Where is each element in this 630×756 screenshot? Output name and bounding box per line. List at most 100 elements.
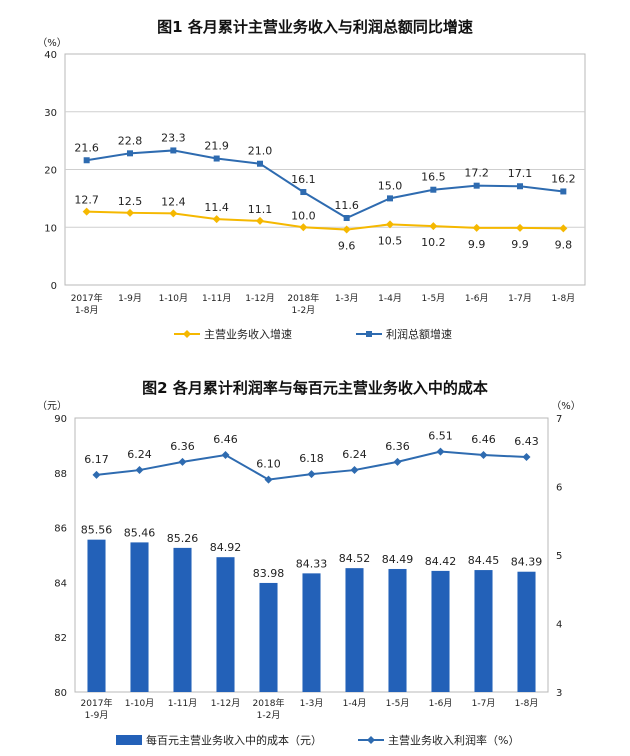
chart-1-x-tick: 1-4月 bbox=[378, 293, 402, 304]
chart-2-line-label: 6.18 bbox=[299, 452, 324, 465]
chart-2-line-point bbox=[135, 466, 144, 475]
chart-2-bar-label: 84.52 bbox=[339, 552, 371, 565]
chart-1-point bbox=[429, 222, 438, 231]
chart-1-x-tick-line: 1-8月 bbox=[551, 293, 575, 304]
chart-1-x-tick-line: 1-2月 bbox=[291, 305, 315, 316]
chart-2-right-tick: 7 bbox=[556, 414, 562, 425]
chart-1-y-tick: 40 bbox=[44, 50, 57, 61]
chart-1-x-tick: 1-11月 bbox=[202, 293, 231, 304]
chart-1-y-tick: 0 bbox=[51, 281, 57, 292]
chart-2-x-tick-line: 1-7月 bbox=[472, 698, 496, 709]
chart-1-series-line-0 bbox=[86, 210, 564, 231]
chart-1-point bbox=[212, 215, 221, 224]
chart-2-x-tick: 1-7月 bbox=[472, 698, 496, 709]
chart-1-legend-label-profit: 利润总额增速 bbox=[386, 327, 452, 341]
chart-2-x-tick: 1-4月 bbox=[343, 698, 367, 709]
chart-2-bar-label: 85.56 bbox=[81, 524, 113, 537]
chart-2-bar bbox=[302, 573, 321, 692]
chart-1-point bbox=[257, 160, 263, 167]
chart-2-line-point bbox=[307, 470, 316, 479]
chart-2-x-tick-line: 1-11月 bbox=[168, 698, 197, 709]
chart-2-title: 图2 各月累计利润率与每百元主营业务收入中的成本 bbox=[142, 379, 488, 397]
chart-1-point bbox=[213, 155, 220, 162]
chart-1-point bbox=[169, 209, 178, 218]
chart-1-x-tick-line: 1-8月 bbox=[75, 305, 99, 316]
chart-2-legend-marker-rate bbox=[367, 736, 375, 744]
chart-2-bar-label: 83.98 bbox=[253, 567, 285, 580]
chart-1-y-tick: 10 bbox=[44, 223, 57, 234]
chart-2-bar bbox=[173, 547, 192, 692]
chart-1-x-tick-line: 1-5月 bbox=[421, 293, 445, 304]
chart-1-data-label: 21.9 bbox=[204, 140, 229, 153]
chart-2-line-label: 6.36 bbox=[385, 440, 410, 453]
chart-2-x-tick-line: 1-3月 bbox=[300, 698, 324, 709]
chart-1-data-label: 16.5 bbox=[421, 171, 446, 184]
chart-2-left-tick: 86 bbox=[54, 524, 67, 535]
chart-1-data-label: 16.1 bbox=[291, 173, 316, 186]
chart-1-point bbox=[473, 182, 480, 189]
chart-2-line-point bbox=[522, 453, 531, 462]
chart-1-data-label: 22.8 bbox=[118, 134, 143, 147]
chart-2-left-unit: （元） bbox=[37, 400, 67, 412]
chart-1-x-tick-line: 1-10月 bbox=[159, 293, 188, 304]
chart-1-x-tick: 1-5月 bbox=[421, 293, 445, 304]
chart-2-bar bbox=[87, 539, 106, 692]
chart-1-data-label: 10.2 bbox=[421, 236, 446, 249]
chart-2-x-tick-line: 1-12月 bbox=[211, 698, 240, 709]
chart-2-right-tick: 6 bbox=[556, 483, 562, 494]
chart-1-data-label: 9.8 bbox=[555, 238, 573, 251]
chart-1-data-label: 11.4 bbox=[204, 201, 229, 214]
chart-2-x-tick-line: 1-10月 bbox=[125, 698, 154, 709]
chart-2-line-label: 6.46 bbox=[213, 433, 238, 446]
chart-2-line-label: 6.46 bbox=[471, 433, 496, 446]
chart-1-point bbox=[256, 216, 264, 225]
chart-1-point bbox=[387, 195, 393, 202]
chart-1-x-tick-line: 1-9月 bbox=[118, 293, 142, 304]
chart-1-point bbox=[516, 223, 524, 232]
chart-1-title: 图1 各月累计主营业务收入与利润总额同比增速 bbox=[157, 18, 473, 36]
chart-2-right-tick: 4 bbox=[556, 620, 562, 631]
chart-2-bar-label: 85.46 bbox=[124, 526, 156, 539]
chart-1-point bbox=[170, 147, 177, 154]
chart-1-data-label: 11.6 bbox=[334, 199, 359, 212]
chart-2-line-point bbox=[393, 457, 402, 466]
chart-1-x-tick-line: 2018年 bbox=[287, 292, 319, 304]
chart-1-x-tick: 2018年 1-2月 bbox=[287, 292, 319, 316]
chart-2-x-tick-line: 1-5月 bbox=[386, 698, 410, 709]
chart-2-x-tick-line: 1-6月 bbox=[429, 698, 453, 709]
chart-2-legend-label-rate: 主营业务收入利润率（%） bbox=[388, 733, 519, 747]
chart-2-right-tick: 5 bbox=[556, 551, 562, 562]
chart-1-series-line-1 bbox=[86, 149, 564, 220]
chart-1-data-label: 9.9 bbox=[511, 238, 529, 251]
chart-1-x-tick: 1-12月 bbox=[245, 293, 274, 304]
chart-2-bar-label: 84.42 bbox=[425, 555, 457, 568]
chart-2-right-unit: （%） bbox=[551, 400, 581, 412]
chart-2-line-label: 6.24 bbox=[342, 448, 367, 461]
chart-1-legend-marker-revenue bbox=[183, 330, 191, 338]
chart-1-point bbox=[430, 186, 437, 193]
chart-2-left-tick: 90 bbox=[54, 414, 67, 425]
chart-2-bar-label: 84.33 bbox=[296, 557, 328, 570]
chart-2-x-tick-line: 1-8月 bbox=[515, 698, 539, 709]
chart-1-point bbox=[517, 183, 523, 190]
chart-2-bar-label: 84.45 bbox=[468, 554, 500, 567]
chart-2-bar bbox=[431, 570, 450, 692]
chart-1-point bbox=[83, 157, 90, 164]
chart-2-bar-label: 84.49 bbox=[382, 553, 414, 566]
chart-1-x-tick: 1-6月 bbox=[465, 293, 489, 304]
chart-2-x-tick-line: 2017年 bbox=[81, 697, 113, 709]
chart-1-x-tick-line: 1-6月 bbox=[465, 293, 489, 304]
chart-1-data-label: 12.4 bbox=[161, 195, 186, 208]
chart-1-point bbox=[126, 208, 134, 217]
chart-2-x-tick: 1-6月 bbox=[429, 698, 453, 709]
chart-1-point bbox=[127, 150, 133, 157]
chart-2-x-tick-line: 2018年 bbox=[253, 697, 285, 709]
chart-1-y-tick: 20 bbox=[44, 166, 57, 177]
chart-2-bar-label: 84.92 bbox=[210, 541, 242, 554]
chart-1-x-tick: 1-7月 bbox=[508, 293, 532, 304]
chart-1-legend-marker-profit bbox=[366, 331, 372, 337]
chart-2-line-label: 6.43 bbox=[514, 435, 539, 448]
chart-2-bar bbox=[388, 568, 407, 692]
chart-1-y-tick: 30 bbox=[44, 108, 57, 119]
